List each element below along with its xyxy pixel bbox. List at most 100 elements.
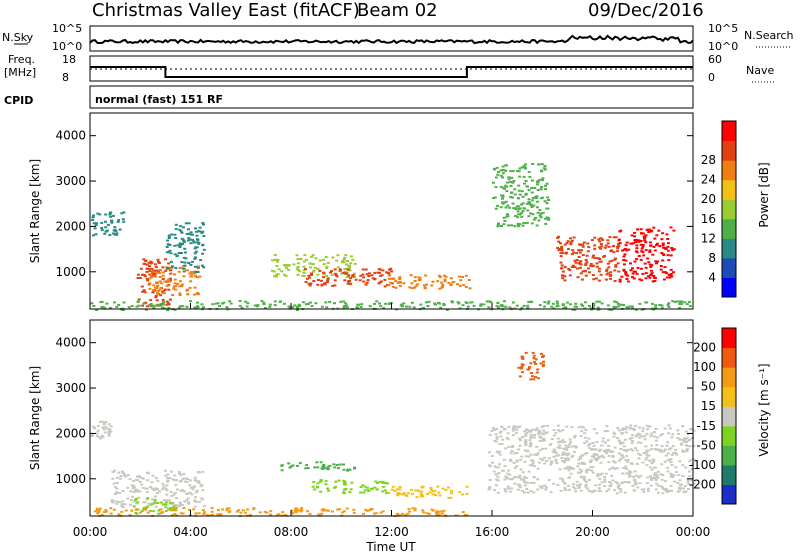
heatmap-cell [540, 485, 544, 488]
heatmap-cell [608, 485, 612, 488]
heatmap-cell [556, 454, 560, 457]
heatmap-cell [162, 301, 166, 303]
heatmap-cell [413, 509, 417, 512]
heatmap-cell [688, 305, 692, 308]
heatmap-cell [150, 481, 154, 484]
heatmap-cell [688, 475, 692, 478]
nave-tick-bottom: 0 [708, 71, 715, 84]
heatmap-cell [618, 459, 621, 462]
heatmap-cell [534, 362, 538, 365]
heatmap-cell [663, 266, 667, 269]
heatmap-cell [137, 304, 141, 307]
heatmap-cell [563, 279, 567, 282]
heatmap-cell [518, 437, 521, 440]
heatmap-cell [562, 451, 566, 454]
heatmap-cell [172, 507, 176, 510]
heatmap-cell [155, 287, 159, 289]
heatmap-cell [487, 488, 491, 491]
heatmap-cell [543, 456, 546, 459]
heatmap-cell [497, 222, 500, 225]
heatmap-cell [201, 470, 205, 473]
heatmap-cell [437, 274, 441, 277]
heatmap-cell [613, 489, 616, 492]
heatmap-cell [509, 487, 513, 490]
heatmap-cell [598, 477, 602, 480]
heatmap-cell [580, 303, 584, 306]
heatmap-cell [571, 249, 575, 252]
heatmap-cell [171, 265, 175, 268]
heatmap-cell [128, 514, 132, 517]
heatmap-cell [148, 277, 152, 280]
heatmap-cell [496, 173, 500, 176]
heatmap-cell [318, 480, 322, 483]
heatmap-cell [390, 282, 394, 285]
heatmap-cell [568, 438, 572, 441]
heatmap-cell [298, 462, 302, 465]
heatmap-cell [530, 372, 533, 374]
heatmap-cell [440, 510, 444, 513]
heatmap-cell [511, 427, 515, 430]
heatmap-cell [659, 485, 663, 488]
heatmap-cell [679, 438, 683, 441]
heatmap-cell [179, 305, 183, 307]
heatmap-cell [411, 507, 415, 510]
heatmap-cell [413, 507, 417, 510]
heatmap-cell [95, 309, 99, 311]
heatmap-cell [150, 267, 154, 270]
heatmap-cell [547, 218, 551, 221]
heatmap-cell [178, 246, 182, 248]
heatmap-cell [97, 510, 101, 513]
heatmap-cell [172, 285, 176, 288]
heatmap-cell [561, 252, 565, 255]
heatmap-cell [609, 450, 613, 453]
heatmap-cell [272, 270, 276, 273]
heatmap-cell [465, 493, 469, 495]
heatmap-cell [187, 502, 191, 505]
heatmap-cell [527, 171, 531, 174]
heatmap-cell [588, 305, 591, 307]
heatmap-cell [531, 460, 535, 463]
heatmap-cell [396, 514, 400, 517]
heatmap-cell [672, 248, 676, 251]
colorbar-tick-label: 4 [708, 270, 716, 284]
heatmap-cell [591, 466, 595, 468]
heatmap-cell [108, 212, 112, 214]
heatmap-cell [202, 306, 205, 309]
heatmap-cell [148, 509, 152, 512]
heatmap-cell [530, 222, 534, 225]
heatmap-cell [520, 436, 524, 439]
heatmap-cell [135, 502, 139, 505]
heatmap-cell [202, 266, 206, 269]
heatmap-cell [539, 457, 543, 460]
heatmap-cell [631, 484, 635, 487]
heatmap-cell [155, 299, 159, 302]
heatmap-cell [506, 438, 510, 441]
heatmap-cell [349, 255, 353, 258]
heatmap-cell [365, 273, 369, 276]
heatmap-cell [671, 300, 675, 303]
heatmap-cell [589, 307, 593, 310]
heatmap-cell [560, 477, 564, 480]
heatmap-cell [641, 427, 645, 430]
heatmap-cell [588, 479, 591, 481]
heatmap-cell [560, 245, 564, 248]
heatmap-cell [529, 300, 533, 303]
colorbar-segment [722, 464, 736, 485]
heatmap-cell [624, 271, 628, 274]
heatmap-cell [429, 487, 433, 489]
heatmap-cell [617, 484, 621, 487]
heatmap-cell [307, 274, 311, 277]
heatmap-cell [400, 303, 404, 306]
heatmap-cell [345, 272, 349, 275]
heatmap-cell [308, 276, 312, 279]
heatmap-cell [145, 270, 149, 273]
heatmap-cell [296, 464, 299, 467]
heatmap-cell [619, 303, 623, 306]
heatmap-cell [573, 305, 577, 308]
heatmap-cell [663, 480, 667, 483]
heatmap-cell [663, 427, 667, 430]
heatmap-cell [405, 305, 408, 308]
heatmap-cell [107, 432, 111, 435]
heatmap-cell [184, 477, 188, 480]
heatmap-cell [319, 461, 323, 464]
